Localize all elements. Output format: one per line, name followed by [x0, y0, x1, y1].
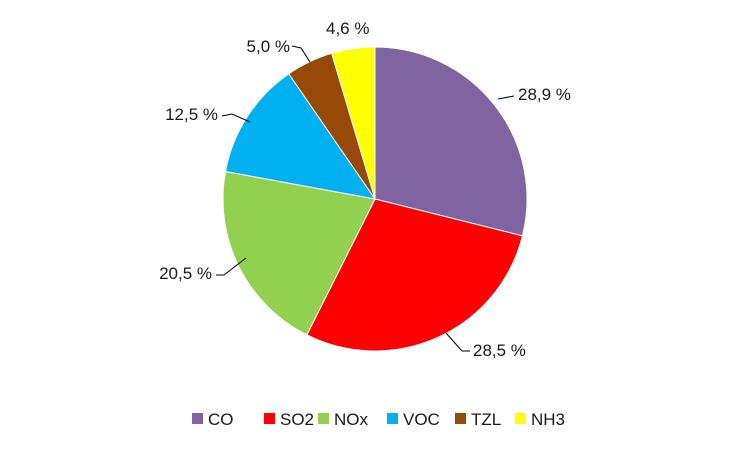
legend-label-voc: VOC	[403, 410, 440, 429]
data-label-so2: 28,5 %	[473, 341, 526, 360]
legend-label-so2: SO2	[280, 410, 314, 429]
legend-swatch-nh3	[515, 413, 526, 424]
legend-swatch-nox	[318, 413, 329, 424]
leader-line-nox	[216, 257, 247, 276]
legend-label-co: CO	[208, 410, 234, 429]
pie-data-labels: 28,9 % 28,5 % 20,5 % 12,5 % 5,0 % 4,6 %	[159, 19, 571, 360]
legend-swatch-co	[192, 413, 203, 424]
legend-label-tzl: TZL	[471, 410, 501, 429]
legend-swatch-voc	[387, 413, 398, 424]
data-label-tzl: 5,0 %	[247, 37, 290, 56]
pie-slice-so2	[306, 198, 524, 352]
legend-swatch-tzl	[455, 413, 466, 424]
pie-slice-nh3	[331, 46, 376, 200]
leader-line-so2	[445, 332, 470, 352]
pie-slices	[222, 46, 528, 352]
pie-slice-voc	[224, 73, 377, 200]
leader-line-tzl	[291, 45, 311, 63]
data-label-nh3: 4,6 %	[326, 19, 369, 38]
data-label-nox: 20,5 %	[159, 264, 212, 283]
legend-label-nh3: NH3	[531, 410, 565, 429]
legend-swatch-so2	[264, 413, 275, 424]
chart-legend: CO SO2 NOx VOC TZL NH3	[192, 410, 565, 429]
data-label-voc: 12,5 %	[165, 105, 218, 124]
leader-line-co	[497, 95, 515, 100]
pie-slice-co	[374, 46, 528, 237]
pie-slice-nox	[222, 170, 376, 336]
data-label-co: 28,9 %	[518, 85, 571, 104]
leader-line-voc	[221, 113, 251, 123]
legend-label-nox: NOx	[334, 410, 369, 429]
